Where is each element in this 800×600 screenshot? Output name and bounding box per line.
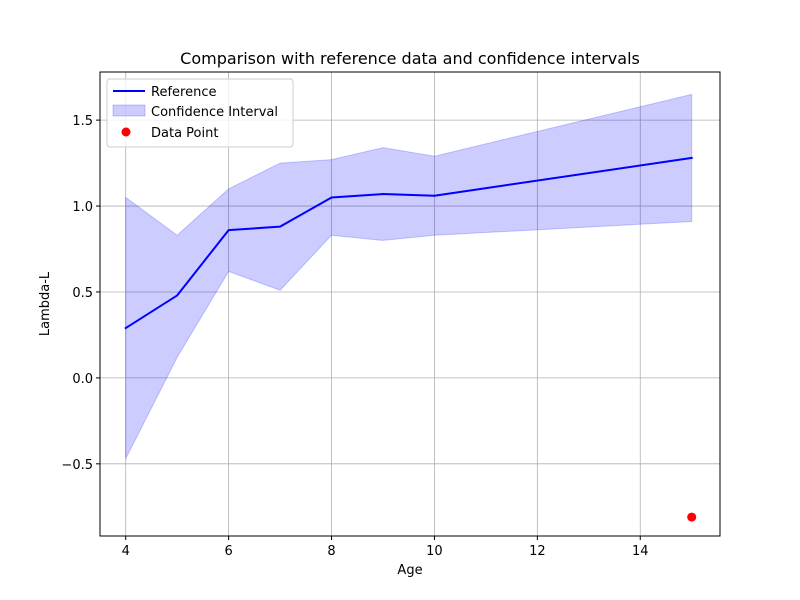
confidence-interval-band: [125, 93, 693, 459]
x-tick-label: 10: [426, 544, 443, 559]
y-axis-label: Lambda-L: [38, 271, 53, 336]
plot-frame: [99, 71, 721, 537]
x-axis-ticks: 4 6 8 10 12 14: [122, 536, 649, 559]
legend-box: [106, 78, 294, 148]
reference-line-layer: [124, 156, 693, 330]
data-point: [687, 512, 697, 522]
legend-confidence-label: Confidence Interval: [151, 105, 278, 120]
x-axis-label: Age: [397, 563, 422, 578]
x-tick-label: 4: [122, 544, 130, 559]
legend-confidence-swatch: [112, 104, 146, 117]
y-tick-label: 1.0: [72, 200, 93, 215]
confidence-band-layer: [125, 93, 693, 459]
x-tick-label: 6: [224, 544, 232, 559]
legend-datapoint-swatch: [121, 127, 131, 137]
legend-reference-label: Reference: [151, 85, 216, 100]
reference-line: [124, 156, 693, 330]
y-tick-label: 0.5: [72, 286, 93, 301]
legend: Reference Confidence Interval Data Point: [106, 78, 294, 148]
grid-lines: [100, 72, 720, 536]
y-axis-ticks: −0.5 0.0 0.5 1.0 1.5: [61, 114, 100, 473]
x-tick-label: 8: [327, 544, 335, 559]
chart-title: Comparison with reference data and confi…: [180, 49, 640, 68]
legend-datapoint-label: Data Point: [151, 126, 218, 141]
y-tick-label: 1.5: [72, 114, 93, 129]
data-point-layer: [687, 512, 697, 522]
x-tick-label: 14: [632, 544, 649, 559]
y-tick-label: −0.5: [61, 458, 93, 473]
y-tick-label: 0.0: [72, 372, 93, 387]
x-tick-label: 12: [529, 544, 546, 559]
